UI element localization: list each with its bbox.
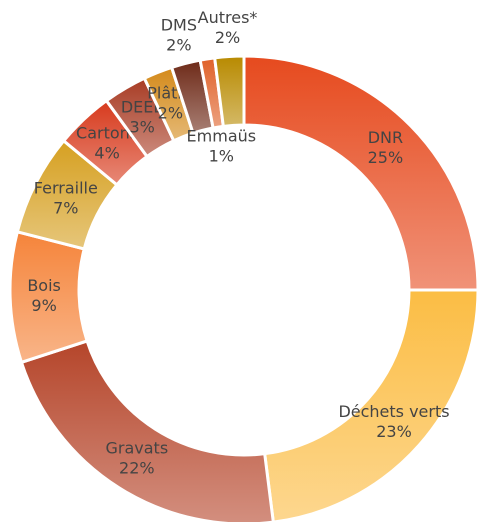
slice-value-label: 7% (53, 199, 78, 218)
donut-slice (212, 54, 246, 128)
slice-value-label: 23% (376, 422, 412, 441)
slice-label: DEEE (121, 97, 164, 116)
slice-value-label: 9% (31, 296, 56, 315)
slice-label: Autres* (198, 8, 258, 27)
slice-label: Déchets verts (338, 402, 449, 421)
slice-value-label: 1% (209, 146, 234, 165)
slice-label: DNR (368, 128, 403, 147)
donut-slice (19, 339, 275, 522)
slice-value-label: 2% (215, 28, 240, 47)
slice-value-label: 2% (158, 104, 183, 123)
slice-label: Bois (27, 276, 61, 295)
slice-value-label: 2% (166, 36, 191, 55)
slice-label: Gravats (105, 438, 168, 457)
slice-value-label: 22% (119, 458, 155, 477)
donut-slice (242, 54, 478, 292)
slice-value-label: 4% (94, 144, 119, 163)
slice-label: Ferraille (34, 179, 98, 198)
slice-value-label: 25% (368, 148, 404, 167)
slice-label: Emmaüs (187, 126, 257, 145)
slice-label: Cartons (76, 124, 138, 143)
slice-value-label: 3% (129, 117, 154, 136)
slice-label: DMS (161, 16, 197, 35)
donut-slice (263, 288, 478, 522)
